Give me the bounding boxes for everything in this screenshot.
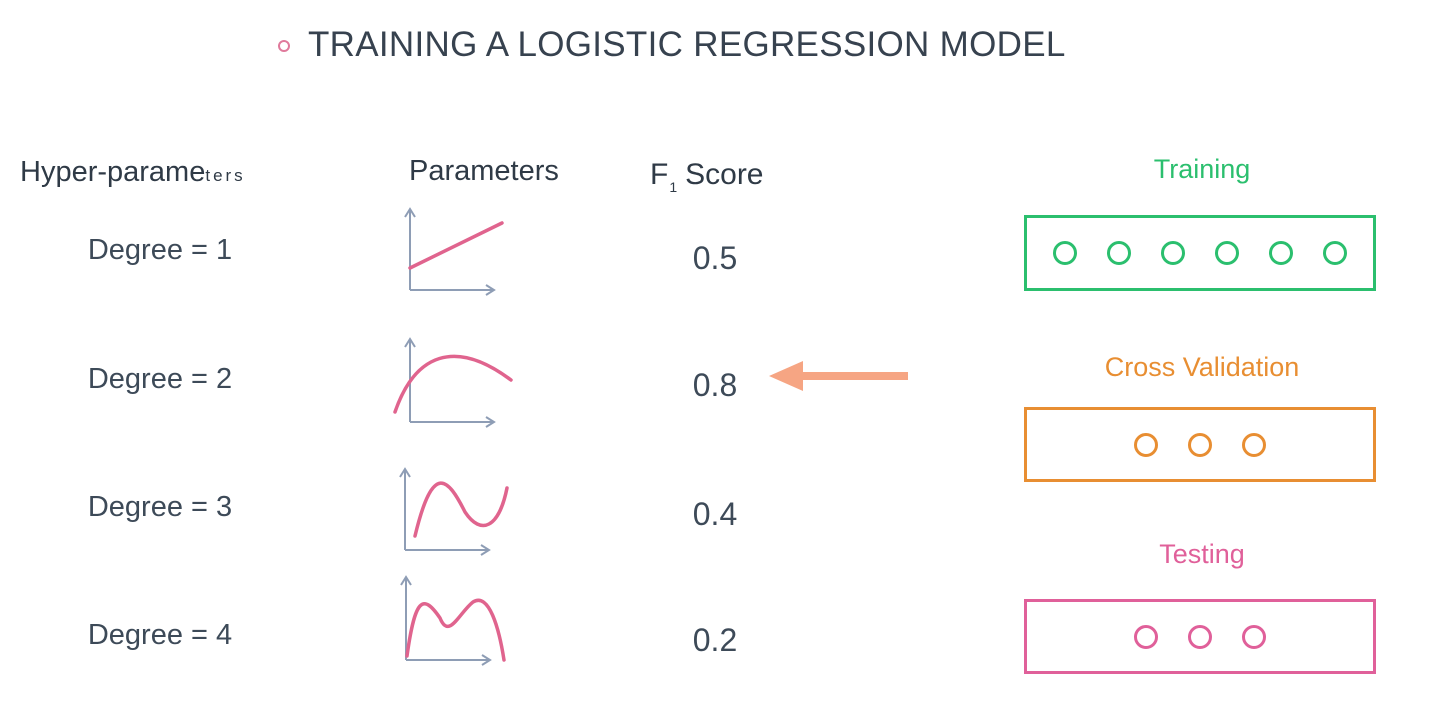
graph-axes: [400, 575, 492, 666]
graph-axes: [404, 207, 496, 296]
f1-score-degree-4: 0.2: [692, 622, 738, 658]
training-point-icon: [1269, 241, 1293, 265]
degree-label-4: Degree = 4: [87, 619, 233, 651]
degree-label-1: Degree = 1: [87, 234, 233, 266]
testing-point-icon: [1188, 624, 1212, 649]
quadratic-curve: [393, 354, 513, 414]
f1-subscript: 1: [669, 179, 678, 195]
training-point-icon: [1161, 241, 1185, 265]
testing-set-label: Testing: [1159, 539, 1245, 569]
cubic-fit-graph: [399, 467, 509, 556]
hyperparameters-header-main: Hyper-parame: [20, 156, 206, 188]
testing-point-icon: [1242, 624, 1266, 649]
training-point-icon: [1053, 241, 1077, 265]
hyperparameters-header: Hyper-parameters: [20, 156, 246, 189]
quartic-fit-graph: [400, 575, 506, 666]
f1-word: Score: [685, 158, 764, 191]
f1-score-degree-1: 0.5: [692, 240, 738, 276]
cubic-curve: [413, 481, 509, 538]
best-score-arrow-icon: [769, 361, 908, 391]
training-point-icon: [1323, 241, 1347, 265]
cross-validation-point-icon: [1242, 432, 1266, 457]
title-bullet-icon: [278, 40, 290, 52]
cross-validation-set-box: [1024, 407, 1376, 482]
testing-point-icon: [1134, 624, 1158, 649]
cross-validation-point-icon: [1134, 432, 1158, 457]
f1-letter: F: [650, 158, 669, 191]
title-text: TRAINING A LOGISTIC REGRESSION MODEL: [308, 25, 1066, 64]
f1-score-header: F1 Score: [650, 158, 764, 195]
slide-title: TRAINING A LOGISTIC REGRESSION MODEL: [278, 22, 1066, 68]
linear-fit-graph: [404, 207, 504, 296]
degree-label-2: Degree = 2: [87, 363, 233, 395]
testing-set-box: [1024, 599, 1376, 674]
f1-score-degree-3: 0.4: [692, 496, 738, 532]
graph-axes: [404, 337, 496, 428]
linear-curve: [408, 221, 504, 270]
quartic-curve: [405, 598, 506, 662]
hyperparameters-header-tail: ters: [205, 166, 246, 185]
f1-score-degree-2: 0.8: [692, 367, 738, 403]
training-point-icon: [1107, 241, 1131, 265]
cross-validation-point-icon: [1188, 432, 1212, 457]
training-point-icon: [1215, 241, 1239, 265]
training-set-box: [1024, 215, 1376, 291]
training-set-label: Training: [1153, 154, 1251, 184]
cross-validation-set-label: Cross Validation: [1104, 352, 1300, 382]
degree-label-3: Degree = 3: [87, 491, 233, 523]
parameters-header: Parameters: [409, 155, 559, 187]
quadratic-fit-graph: [393, 337, 513, 428]
graph-axes: [399, 467, 491, 556]
